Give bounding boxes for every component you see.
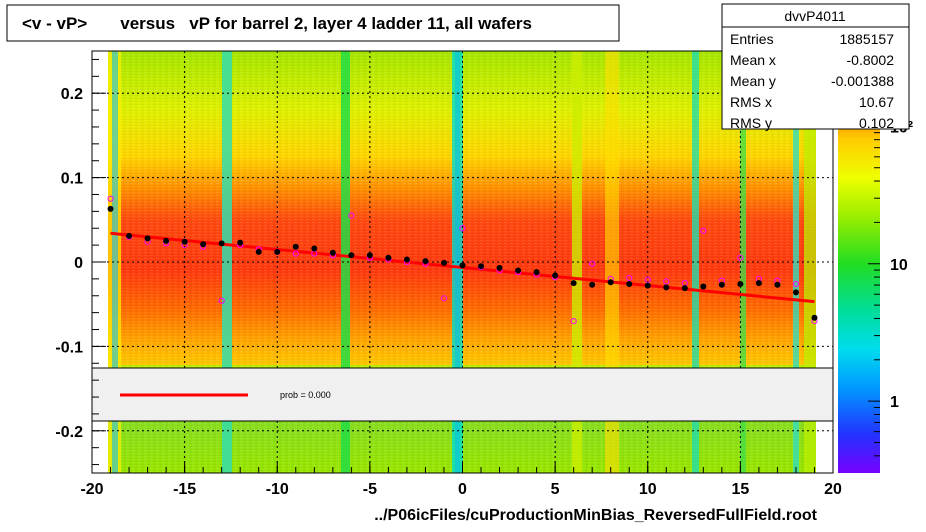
profile-point [552,272,559,279]
profile-point [681,285,688,292]
profile-point [348,252,355,259]
profile-point [459,262,466,269]
stats-value: 1885157 [839,31,894,47]
profile-point [163,237,170,244]
profile-point [422,258,429,265]
profile-point [626,280,633,287]
stats-label: RMS x [730,94,772,110]
profile-point [792,289,799,296]
profile-point [385,254,392,261]
profile-point [496,264,503,271]
alt-profile-point [663,278,670,285]
profile-point [311,245,318,252]
profile-point [144,235,151,242]
alt-profile-point [589,260,596,267]
y-tick-label: 0.2 [61,86,83,103]
x-tick-label: 20 [824,481,842,498]
x-tick-label: -10 [266,481,289,498]
profile-point [440,259,447,266]
profile-markers [107,195,818,325]
profile-point [774,281,781,288]
colorbar-tick-label: 1 [890,394,899,411]
profile-point [700,283,707,290]
stats-label: RMS y [730,115,772,131]
alt-profile-point [292,250,299,257]
stats-value: 0.102 [859,115,894,131]
x-tick-label: 5 [551,481,560,498]
alt-profile-point [644,276,651,283]
x-tick-label: -20 [80,481,103,498]
alt-profile-point [737,254,744,261]
stats-label: Entries [730,31,774,47]
profile-point [737,280,744,287]
alt-profile-point [218,297,225,304]
plot-title: <v - vP> versus vP for barrel 2, layer 4… [22,14,532,33]
y-tick-label: -0.1 [55,339,83,356]
profile-point [237,239,244,246]
axes: -20 -15 -10 -5 0 5 10 15 20 -0.2 -0.1 0 0.1 0.2 [55,58,842,498]
profile-point [811,314,818,321]
alt-profile-point [348,212,355,219]
stats-label: Mean y [730,73,776,89]
alt-profile-point [700,227,707,234]
profile-point [515,267,522,274]
alt-profile-point [570,317,577,325]
alt-profile-point [792,280,800,288]
fit-legend-label: prob = 0.000 [280,390,331,400]
stats-value: 10.67 [859,94,894,110]
colorbar [838,85,880,473]
alt-profile-point [107,195,114,202]
stats-value: -0.001388 [831,73,894,89]
x-tick-label: 15 [731,481,749,498]
profile-point [292,243,299,250]
profile-point [274,248,281,255]
profile-point [644,282,651,289]
profile-point [570,280,577,287]
x-tick-label: 10 [639,481,657,498]
stats-value: -0.8002 [847,52,895,68]
y-tick-label: 0.1 [61,171,83,188]
profile-point [755,280,762,287]
stats-name: dvvP4011 [784,8,845,24]
title-box [6,4,620,42]
profile-point [607,279,614,286]
profile-point [329,249,336,256]
alt-profile-point [440,295,448,302]
profile-point [107,205,114,212]
profile-point [181,238,188,245]
alt-profile-point [626,274,633,282]
profile-point [663,284,670,291]
profile-point [718,281,725,288]
profile-point [589,281,596,288]
colorbar-tick-label: 10 [890,257,908,274]
x-tick-label: 0 [458,481,467,498]
footer-filename: ../P06icFiles/cuProductionMinBias_Revers… [374,507,817,524]
profile-point [403,256,410,263]
y-tick-label: 0 [74,255,83,272]
profile-point [218,240,225,247]
profile-point [478,263,485,270]
profile-point [126,232,133,239]
x-tick-label: -15 [173,481,196,498]
profile-point [200,241,207,248]
profile-point [366,252,373,259]
stats-box: dvvP4011 Entries 1885157 Mean x -0.8002 Mean… [721,3,910,131]
profile-point [533,269,540,276]
alt-profile-point [459,225,466,232]
profile-point [255,248,262,255]
y-tick-label: -0.2 [55,424,83,441]
stats-label: Mean x [730,52,776,68]
x-tick-label: -5 [363,481,377,498]
